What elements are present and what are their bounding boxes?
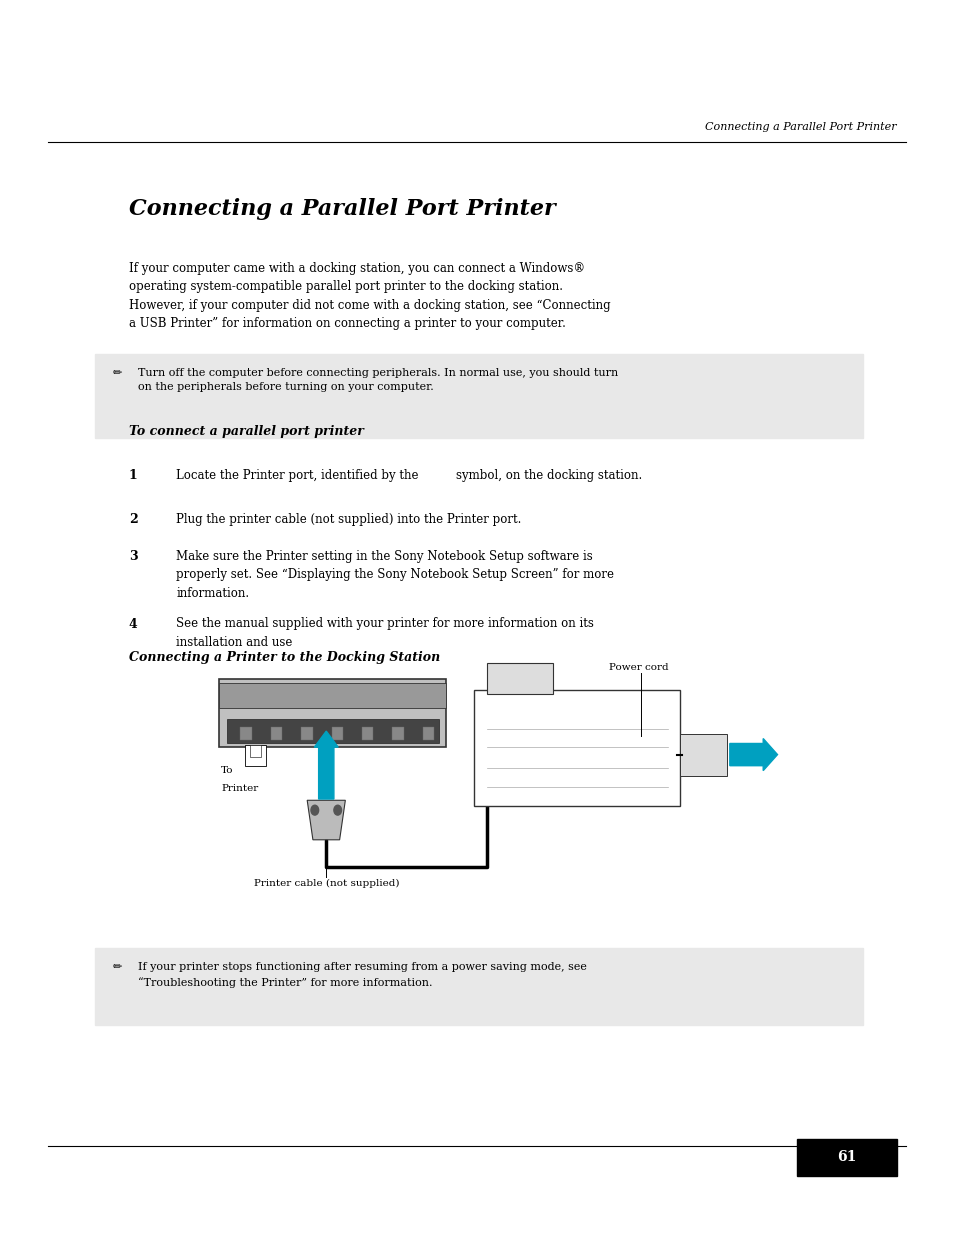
Text: Turn off the computer before connecting peripherals. In normal use, you should t: Turn off the computer before connecting …: [138, 368, 618, 393]
FancyArrow shape: [314, 731, 337, 799]
Circle shape: [334, 805, 341, 815]
FancyBboxPatch shape: [392, 727, 403, 740]
FancyArrow shape: [729, 739, 777, 771]
Text: Power cord: Power cord: [608, 663, 667, 672]
Text: To: To: [221, 766, 233, 774]
Text: Connecting a Parallel Port Printer: Connecting a Parallel Port Printer: [129, 198, 555, 220]
Polygon shape: [486, 663, 553, 694]
Polygon shape: [307, 800, 345, 840]
Text: Connecting a Parallel Port Printer: Connecting a Parallel Port Printer: [704, 122, 896, 132]
Text: Printer: Printer: [221, 784, 258, 793]
FancyBboxPatch shape: [95, 948, 862, 1025]
Text: 1: 1: [129, 469, 137, 483]
FancyBboxPatch shape: [301, 727, 313, 740]
Text: ✏: ✏: [112, 368, 122, 378]
FancyBboxPatch shape: [95, 354, 862, 438]
FancyBboxPatch shape: [422, 727, 434, 740]
FancyBboxPatch shape: [219, 683, 446, 708]
Text: If your printer stops functioning after resuming from a power saving mode, see
“: If your printer stops functioning after …: [138, 962, 587, 988]
FancyBboxPatch shape: [250, 745, 261, 757]
FancyBboxPatch shape: [245, 745, 266, 766]
Text: 4: 4: [129, 618, 137, 631]
FancyBboxPatch shape: [796, 1139, 896, 1176]
Text: 3: 3: [129, 550, 137, 563]
Text: Make sure the Printer setting in the Sony Notebook Setup software is
properly se: Make sure the Printer setting in the Son…: [176, 550, 614, 599]
Text: Locate the Printer port, identified by the          symbol, on the docking stati: Locate the Printer port, identified by t…: [176, 469, 642, 483]
Text: 61: 61: [837, 1150, 856, 1165]
FancyBboxPatch shape: [474, 690, 679, 806]
Text: To connect a parallel port printer: To connect a parallel port printer: [129, 425, 363, 438]
Text: If your computer came with a docking station, you can connect a Windows®
operati: If your computer came with a docking sta…: [129, 262, 610, 330]
FancyBboxPatch shape: [679, 734, 726, 776]
FancyBboxPatch shape: [332, 727, 343, 740]
Circle shape: [311, 805, 318, 815]
FancyBboxPatch shape: [219, 679, 446, 747]
Text: Connecting a Printer to the Docking Station: Connecting a Printer to the Docking Stat…: [129, 651, 439, 664]
FancyBboxPatch shape: [271, 727, 282, 740]
Text: See the manual supplied with your printer for more information on its
installati: See the manual supplied with your printe…: [176, 618, 594, 650]
FancyBboxPatch shape: [361, 727, 373, 740]
Text: ✏: ✏: [112, 962, 122, 972]
FancyBboxPatch shape: [227, 719, 438, 743]
FancyBboxPatch shape: [240, 727, 252, 740]
Text: Plug the printer cable (not supplied) into the Printer port.: Plug the printer cable (not supplied) in…: [176, 513, 521, 526]
Text: Printer cable (not supplied): Printer cable (not supplied): [253, 879, 398, 888]
Text: 2: 2: [129, 513, 137, 526]
